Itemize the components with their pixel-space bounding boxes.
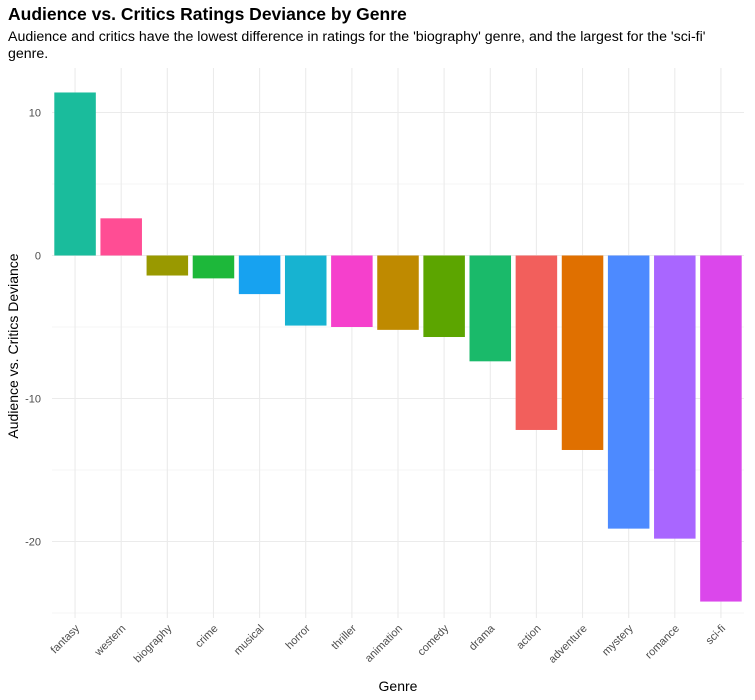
x-tick-label: drama [467,622,498,653]
bar-thriller [331,255,373,327]
x-axis-title: Genre [379,678,418,694]
bar-biography [146,255,189,276]
bar-action [515,255,558,430]
x-axis-ticks: fantasy western biography crime musical horro… [49,622,728,666]
bar-adventure [561,255,604,450]
x-tick-label: musical [232,623,267,658]
chart-title: Audience vs. Critics Ratings Deviance by… [8,4,407,24]
bar-horror [284,255,327,326]
chart-subtitle: Audience and critics have the lowest dif… [8,29,706,62]
y-tick-label: 0 [35,251,41,263]
bar-animation [377,255,419,330]
bars [54,92,742,602]
x-tick-label: romance [643,623,682,662]
bar-fantasy [54,92,96,256]
bar-sci-fi [700,255,742,602]
y-tick-label: -10 [25,394,41,406]
x-tick-label: fantasy [49,622,83,656]
x-tick-label: thriller [329,622,359,652]
bar-comedy [423,255,465,338]
y-axis-title: Audience vs. Critics Deviance [5,253,21,438]
x-tick-label: crime [193,623,220,650]
y-axis-ticks: 10 0 -10 -20 [25,108,41,549]
bar-drama [469,255,512,362]
bar-western [100,218,142,256]
x-tick-label: comedy [416,622,452,658]
x-tick-label: mystery [600,622,636,658]
y-tick-label: 10 [29,108,41,120]
x-tick-label: action [514,623,543,652]
bar-romance [654,255,696,539]
bar-musical [238,255,281,295]
bar-mystery [607,255,650,529]
y-tick-label: -20 [25,537,41,549]
x-tick-label: animation [363,623,405,665]
x-tick-label: adventure [547,623,590,666]
x-tick-label: western [92,623,128,659]
x-tick-label: horror [284,622,313,651]
x-tick-label: biography [132,622,175,665]
x-tick-label: sci-fi [704,623,728,647]
bar-crime [192,255,235,279]
